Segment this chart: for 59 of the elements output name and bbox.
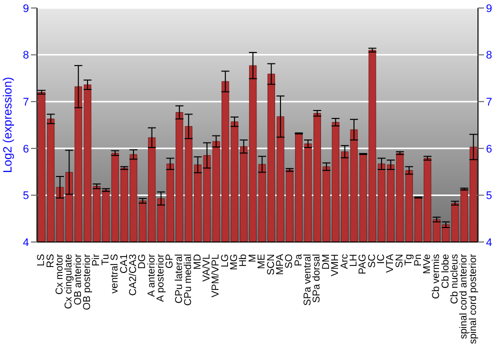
x-tick-label: OB anterior bbox=[72, 253, 84, 306]
x-tick-label: PAG bbox=[358, 254, 369, 274]
x-tick-label: Cb vermis bbox=[431, 254, 442, 300]
y2-tick-label: 9 bbox=[486, 2, 492, 15]
x-tick-label: Cb lobe bbox=[440, 254, 452, 288]
x-tick-label: Pa bbox=[293, 254, 304, 266]
x-tick-label: VTA bbox=[385, 254, 396, 273]
x-tick-label: M bbox=[247, 254, 258, 262]
x-tick-label: CA2/CA3 bbox=[128, 254, 139, 296]
x-tick-label: A anterior bbox=[146, 253, 158, 297]
y2-tick-label: 5 bbox=[486, 190, 492, 202]
x-tick-label: Tg bbox=[404, 254, 415, 266]
x-tick-label: Cx motor bbox=[54, 253, 66, 295]
x-tick-label: Cx cingulate bbox=[64, 254, 75, 310]
x-tick-label: ME bbox=[256, 254, 268, 269]
x-tick-label: VA/VL bbox=[201, 254, 212, 282]
x-tick-label: DG bbox=[137, 254, 148, 269]
x-tick-label: VMH bbox=[330, 254, 342, 276]
y-tick-label: 9 bbox=[22, 2, 29, 15]
y-tick-label: 7 bbox=[22, 96, 29, 109]
x-tick-label: Arc bbox=[339, 254, 350, 269]
y-tick-label: 5 bbox=[22, 190, 29, 202]
x-tick-label: LG bbox=[220, 254, 231, 268]
x-tick-label: LH bbox=[348, 254, 360, 267]
x-tick-label: GP bbox=[164, 254, 176, 268]
x-tick-label: Hb bbox=[238, 254, 250, 267]
y2-tick-label: 7 bbox=[486, 96, 492, 109]
x-tick-label: MD bbox=[192, 254, 204, 270]
x-tick-label: SCN bbox=[266, 254, 277, 276]
y2-tick-label: 4 bbox=[486, 236, 492, 249]
y2-tick-label: 8 bbox=[486, 50, 492, 62]
x-tick-label: VPM/VPL bbox=[210, 254, 222, 298]
x-tick-label: MVe bbox=[422, 254, 433, 274]
x-tick-label: Cb nucleus bbox=[450, 254, 461, 304]
y2-tick-label: 6 bbox=[486, 143, 492, 156]
x-tick-label: SO bbox=[284, 254, 296, 268]
y-tick-label: 8 bbox=[22, 50, 29, 62]
x-tick-label: LS bbox=[36, 254, 48, 266]
y-tick-label: 6 bbox=[22, 143, 29, 156]
x-tick-label: A posterior bbox=[156, 253, 167, 302]
x-tick-label: Tu bbox=[100, 254, 112, 266]
x-tick-label: CA1 bbox=[118, 254, 130, 274]
x-tick-label: CPu medial bbox=[183, 254, 194, 306]
x-tick-label: RS bbox=[45, 254, 56, 268]
x-tick-label: SC bbox=[366, 254, 378, 268]
x-tick-label: OB posterior bbox=[82, 253, 94, 310]
x-tick-label: Pir bbox=[91, 253, 102, 266]
y-tick-label: 4 bbox=[22, 236, 29, 249]
y-axis-title: Log2 (expression) bbox=[0, 76, 14, 174]
x-tick-label: DM bbox=[320, 254, 332, 270]
x-tick-label: spinal cord anterior bbox=[458, 253, 470, 340]
x-tick-label: SN bbox=[394, 254, 406, 268]
x-tick-label: Pn bbox=[412, 254, 424, 266]
x-tick-label: ventral S bbox=[110, 254, 121, 294]
x-tick-label: IC bbox=[376, 254, 388, 264]
x-tick-label: CPu lateral bbox=[174, 254, 185, 304]
x-tick-label: MPA bbox=[274, 254, 286, 275]
x-tick-label: spinal cord posterior bbox=[468, 253, 479, 344]
x-tick-label: SPa dorsal bbox=[312, 254, 323, 303]
